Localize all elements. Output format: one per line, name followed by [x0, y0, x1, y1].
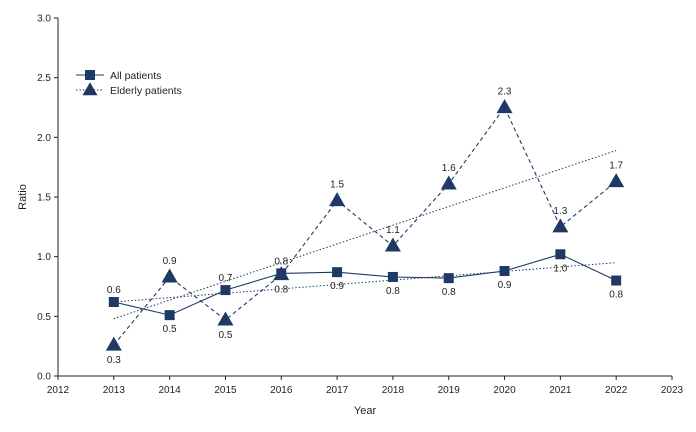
marker-elderly-patients	[105, 336, 122, 351]
data-label-elderly-patients: 1.3	[553, 206, 567, 217]
marker-elderly-patients	[217, 311, 234, 326]
y-tick-label: 1.0	[37, 252, 51, 263]
legend: All patients Elderly patients	[76, 70, 182, 97]
trendlines	[113, 149, 617, 320]
x-tick-label: 2016	[270, 385, 293, 396]
marker-all-patients	[108, 297, 119, 308]
data-label-all-patients: 0.8	[609, 290, 623, 301]
data-label-all-patients: 0.8	[442, 287, 456, 298]
data-label-elderly-patients: 2.3	[498, 87, 512, 98]
trendline-all-patients	[113, 262, 617, 303]
series-line-all-patients	[113, 253, 617, 316]
data-label-all-patients: 1.0	[553, 263, 567, 274]
x-tick-label: 2012	[47, 385, 70, 396]
data-labels: 0.6 0.3 0.5 0.9 0.7 0.5 0.8 0.8 0.9 1.5 0.8 1.1 0.8 1…	[107, 87, 624, 366]
legend-marker-all-patients	[85, 70, 95, 80]
marker-all-patients	[387, 271, 398, 282]
data-label-all-patients: 0.9	[498, 280, 512, 291]
data-label-all-patients: 0.9	[330, 281, 344, 292]
marker-all-patients	[276, 268, 287, 279]
markers	[105, 99, 625, 351]
data-label-all-patients: 0.7	[219, 273, 233, 284]
x-tick-label: 2015	[214, 385, 237, 396]
legend-label-all-patients: All patients	[110, 70, 161, 82]
marker-elderly-patients	[440, 175, 457, 190]
y-tick-label: 1.5	[37, 193, 51, 204]
trendline-elderly-patients	[113, 149, 617, 320]
marker-all-patients	[443, 273, 454, 284]
data-label-all-patients: 0.8	[274, 256, 288, 267]
data-label-elderly-patients: 1.6	[442, 163, 456, 174]
marker-all-patients	[611, 275, 622, 286]
marker-elderly-patients	[161, 268, 178, 283]
legend-marker-elderly-patients	[82, 82, 98, 96]
x-tick-label: 2023	[661, 385, 684, 396]
y-tick-label: 3.0	[37, 14, 51, 25]
marker-all-patients	[332, 267, 343, 278]
x-tick-label: 2022	[605, 385, 628, 396]
marker-all-patients	[555, 249, 566, 260]
marker-elderly-patients	[496, 99, 513, 114]
x-tick-label: 2021	[549, 385, 572, 396]
data-label-elderly-patients: 0.5	[219, 330, 233, 341]
marker-elderly-patients	[552, 218, 569, 233]
y-tick-label: 2.0	[37, 133, 51, 144]
axes: 0.0 0.5 1.0 1.5 2.0 2.5 3.0 2012 2013 2014 2015 201…	[17, 14, 684, 418]
x-tick-label: 2018	[382, 385, 405, 396]
data-label-all-patients: 0.6	[107, 285, 121, 296]
series-lines	[113, 106, 617, 346]
data-label-all-patients: 0.5	[163, 324, 177, 335]
series-line-elderly-patients	[113, 106, 617, 346]
x-tick-label: 2020	[493, 385, 516, 396]
y-tick-label: 0.0	[37, 372, 51, 383]
marker-all-patients	[499, 265, 510, 276]
data-label-elderly-patients: 0.8	[274, 285, 288, 296]
marker-elderly-patients	[608, 173, 625, 188]
x-tick-label: 2014	[159, 385, 182, 396]
y-tick-label: 0.5	[37, 312, 51, 323]
x-axis-title: Year	[354, 405, 377, 417]
x-tick-label: 2017	[326, 385, 349, 396]
data-label-elderly-patients: 1.5	[330, 180, 344, 191]
legend-label-elderly-patients: Elderly patients	[110, 85, 182, 97]
legend-entry-all-patients: All patients	[76, 70, 161, 82]
y-tick-label: 2.5	[37, 73, 51, 84]
x-tick-label: 2013	[103, 385, 126, 396]
data-label-elderly-patients: 1.7	[609, 160, 623, 171]
marker-elderly-patients	[329, 192, 346, 207]
y-axis-title: Ratio	[17, 184, 29, 210]
legend-entry-elderly-patients: Elderly patients	[76, 82, 182, 97]
data-label-elderly-patients: 1.1	[386, 225, 400, 236]
marker-all-patients	[220, 285, 231, 296]
data-label-elderly-patients: 0.9	[163, 256, 177, 267]
x-tick-label: 2019	[438, 385, 461, 396]
marker-elderly-patients	[384, 237, 401, 252]
data-label-all-patients: 0.8	[386, 286, 400, 297]
data-label-elderly-patients: 0.3	[107, 355, 121, 366]
marker-all-patients	[164, 310, 175, 321]
